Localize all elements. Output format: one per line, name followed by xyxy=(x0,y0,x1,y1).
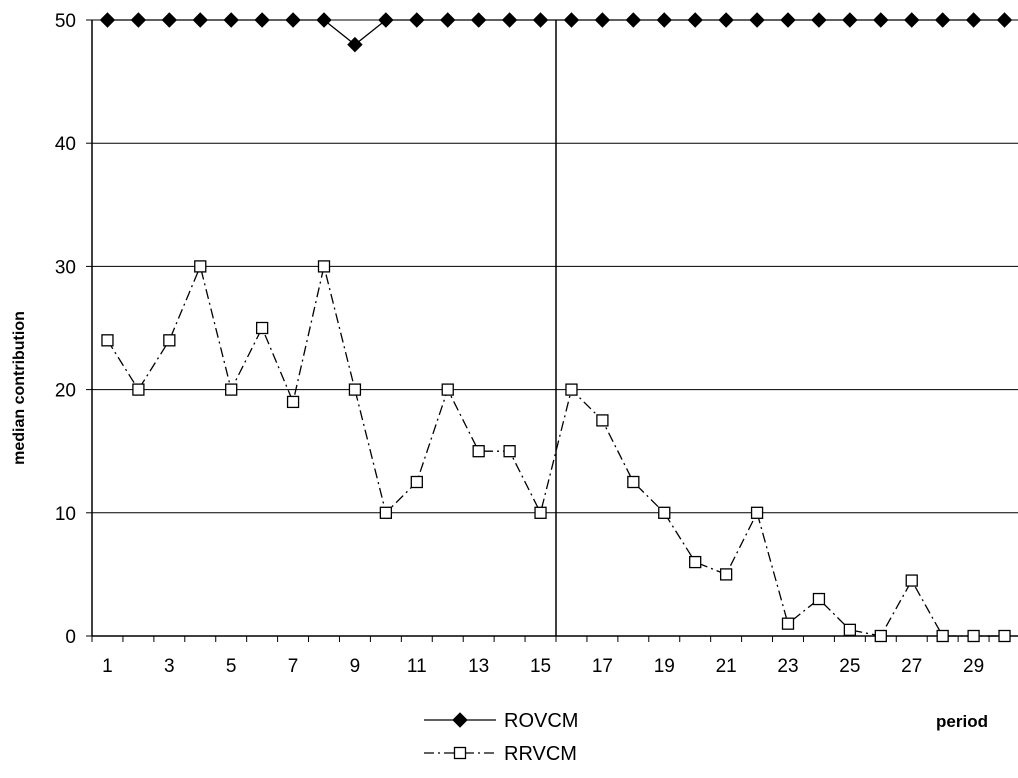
data-point xyxy=(348,383,362,396)
data-point xyxy=(409,12,425,28)
y-tick-label: 30 xyxy=(55,257,76,278)
x-tick-label: 17 xyxy=(592,656,613,677)
axes xyxy=(91,20,1018,642)
data-point xyxy=(873,12,889,28)
data-point xyxy=(99,12,116,28)
data-point xyxy=(750,506,764,519)
data-point xyxy=(501,12,518,28)
legend-item: ROVCM xyxy=(424,710,578,732)
series-rovcm xyxy=(99,12,1013,53)
data-point xyxy=(470,12,487,28)
x-tick-label: 13 xyxy=(468,656,489,677)
data-point xyxy=(130,12,147,28)
data-point xyxy=(317,260,331,273)
data-point xyxy=(532,12,549,28)
data-point xyxy=(163,334,176,347)
data-point xyxy=(625,12,642,28)
gridlines xyxy=(86,19,1018,637)
x-tick-label: 27 xyxy=(901,656,922,677)
data-point xyxy=(347,36,363,53)
y-tick-label: 10 xyxy=(55,504,76,525)
data-point xyxy=(936,629,949,643)
legend-label: ROVCM xyxy=(504,710,578,732)
data-point xyxy=(656,12,672,28)
data-point xyxy=(843,623,857,636)
y-tick-label: 20 xyxy=(55,381,76,402)
x-tick-label: 15 xyxy=(530,656,551,677)
data-point xyxy=(627,475,640,489)
data-point xyxy=(687,12,703,28)
y-axis-label: median contribution xyxy=(11,311,28,465)
data-point xyxy=(453,746,467,760)
x-axis-label: period xyxy=(936,712,988,731)
data-point xyxy=(842,12,858,28)
data-point xyxy=(658,506,671,519)
data-point xyxy=(749,12,765,28)
x-tick-label: 7 xyxy=(288,656,299,677)
data-point xyxy=(904,12,920,28)
x-tick-label: 1 xyxy=(102,656,113,677)
x-tick-label: 29 xyxy=(963,656,984,677)
data-point xyxy=(596,414,609,427)
data-point xyxy=(689,555,702,569)
data-point xyxy=(719,568,733,581)
data-point xyxy=(503,445,516,458)
data-point xyxy=(967,629,980,643)
legend-label: RRVCM xyxy=(504,743,577,765)
data-point xyxy=(965,12,982,28)
data-point xyxy=(718,12,734,28)
data-point xyxy=(563,12,580,28)
x-tick-label: 19 xyxy=(654,656,675,677)
data-point xyxy=(441,383,454,396)
data-point xyxy=(905,574,918,587)
data-point xyxy=(812,592,826,606)
data-point xyxy=(161,12,178,28)
data-point xyxy=(874,629,887,643)
data-point xyxy=(285,12,301,28)
y-tick-label: 40 xyxy=(55,134,76,155)
data-point xyxy=(781,617,795,630)
x-tick-label: 23 xyxy=(777,656,798,677)
data-point xyxy=(594,12,611,28)
x-tick-label: 11 xyxy=(407,656,427,677)
x-tick-label: 21 xyxy=(716,656,737,677)
x-tick-label: 3 xyxy=(164,656,175,677)
data-point xyxy=(565,383,578,396)
data-point xyxy=(410,475,423,489)
data-point xyxy=(316,12,332,28)
data-point xyxy=(379,506,393,519)
data-point xyxy=(194,260,207,273)
data-point xyxy=(132,383,145,396)
data-point xyxy=(223,12,239,28)
data-point xyxy=(378,12,394,28)
y-tick-label: 0 xyxy=(65,627,76,648)
data-point xyxy=(225,383,238,396)
data-point xyxy=(996,12,1013,28)
legend-item: RRVCM xyxy=(424,743,577,765)
x-tick-label: 25 xyxy=(839,656,860,677)
data-point xyxy=(101,334,114,347)
data-point xyxy=(534,506,547,519)
x-tick-labels: 1 3 5 7 9 11 13 15 17 19 21 23 25 27 29 xyxy=(102,656,984,677)
data-point xyxy=(452,712,468,728)
data-point xyxy=(811,12,827,28)
legend: ROVCM RRVCM xyxy=(424,710,578,765)
data-point xyxy=(254,12,270,28)
y-tick-labels: 0 10 20 30 40 50 xyxy=(55,11,76,648)
data-point xyxy=(998,629,1011,643)
data-point xyxy=(934,12,951,28)
data-point xyxy=(472,445,485,458)
data-point xyxy=(440,12,456,28)
series-rrvcm xyxy=(101,260,1011,643)
data-point xyxy=(255,321,269,335)
data-point xyxy=(780,12,796,28)
x-tick-label: 9 xyxy=(350,656,361,677)
data-point xyxy=(286,395,300,409)
x-tick-label: 5 xyxy=(226,656,237,677)
data-point xyxy=(192,12,208,28)
series-group xyxy=(99,12,1013,643)
y-tick-label: 50 xyxy=(55,11,76,32)
